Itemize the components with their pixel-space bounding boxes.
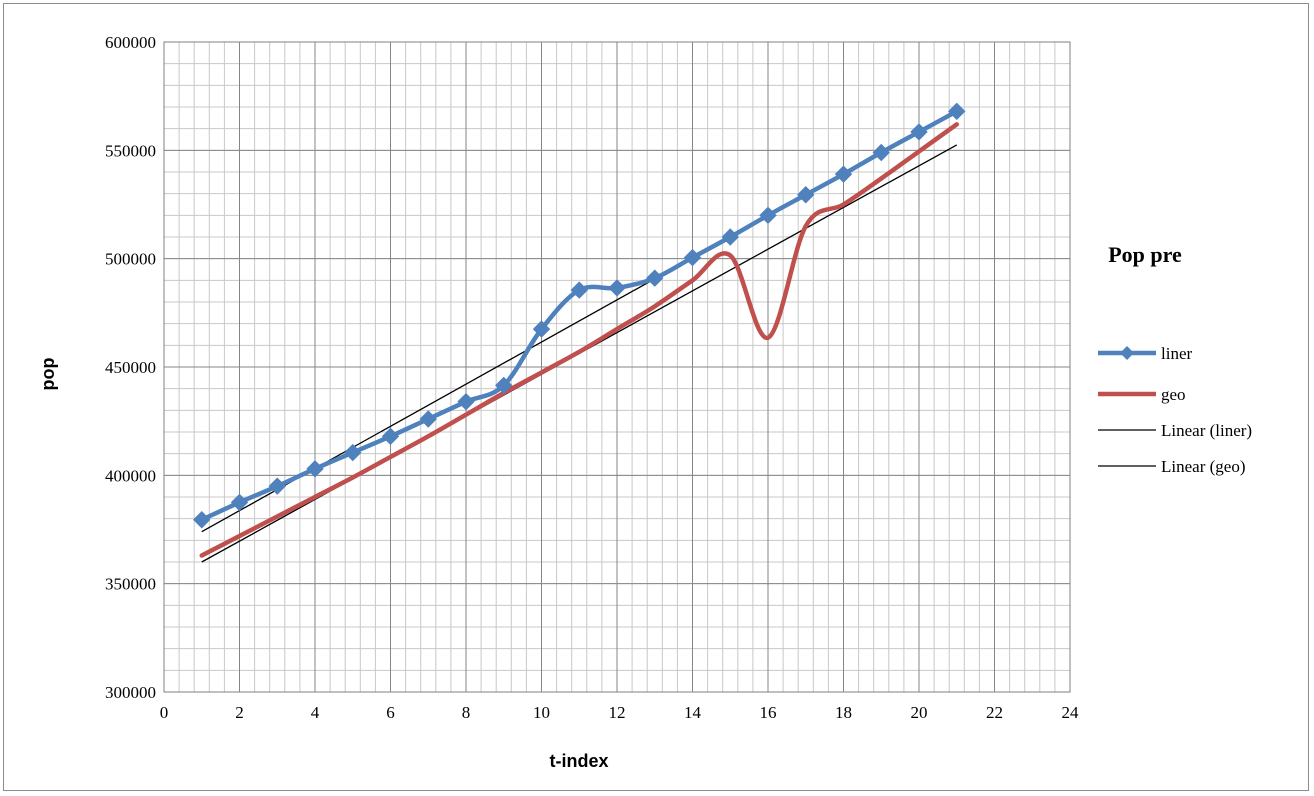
data-point-marker [306, 460, 324, 478]
y-tick-label: 550000 [105, 141, 156, 160]
plot-area [163, 41, 1071, 693]
data-point-marker [570, 281, 588, 299]
data-point-marker [759, 206, 777, 225]
data-point-marker [721, 228, 739, 246]
x-tick-label: 16 [760, 703, 777, 722]
legend-label-1: geo [1161, 385, 1186, 404]
y-tick-label: 500000 [105, 250, 156, 269]
x-tick-label: 24 [1062, 703, 1080, 722]
y-axis-title: pop [38, 358, 58, 391]
legend-label-0: liner [1161, 344, 1192, 363]
chart-title: Pop pre [1108, 242, 1182, 267]
y-axis-ticks: 300000 350000 400000 450000 500000 550000 6000… [105, 33, 156, 702]
data-point-marker [608, 279, 626, 297]
legend-label-3: Linear (geo) [1161, 457, 1245, 476]
x-tick-label: 4 [311, 703, 320, 722]
data-point-marker [419, 410, 437, 428]
x-axis-ticks: 0 2 4 6 8 10 12 14 16 18 20 22 24 [160, 703, 1079, 722]
data-point-marker [532, 320, 551, 338]
x-tick-label: 14 [684, 703, 702, 722]
x-tick-label: 0 [160, 703, 169, 722]
chart-frame: 0 2 4 6 8 10 12 14 16 18 20 22 24 300000 350000 400000… [3, 3, 1309, 791]
x-tick-label: 6 [386, 703, 395, 722]
chart-svg: 0 2 4 6 8 10 12 14 16 18 20 22 24 300000350000400000… [38, 33, 1252, 771]
data-point-marker [230, 493, 249, 512]
data-point-marker [872, 143, 890, 162]
data-point-marker [834, 165, 853, 183]
legend: liner geo Linear (liner) Linear (geo) [1098, 344, 1252, 476]
x-tick-label: 10 [533, 703, 550, 722]
data-point-marker [495, 376, 513, 395]
legend-label-2: Linear (liner) [1161, 421, 1252, 440]
y-tick-label: 400000 [105, 466, 156, 485]
series-markers [193, 102, 966, 529]
x-tick-label: 8 [462, 703, 471, 722]
x-axis-title: t-index [549, 751, 608, 771]
data-point-marker [797, 186, 815, 204]
data-point-marker [910, 123, 928, 141]
legend-marker [1120, 346, 1134, 360]
x-tick-label: 12 [609, 703, 626, 722]
data-point-marker [683, 248, 702, 267]
x-tick-label: 20 [911, 703, 928, 722]
data-point-marker [344, 443, 362, 462]
y-tick-label: 450000 [105, 358, 156, 377]
x-tick-label: 2 [235, 703, 244, 722]
data-point-marker [268, 477, 286, 495]
data-point-marker [193, 511, 211, 529]
x-tick-label: 22 [986, 703, 1003, 722]
data-point-marker [457, 392, 475, 411]
series-line-geo [199, 122, 959, 558]
x-tick-label: 18 [835, 703, 852, 722]
data-point-marker [646, 269, 664, 287]
y-tick-label: 600000 [105, 33, 156, 52]
data-point-marker [948, 102, 966, 121]
y-tick-label: 350000 [105, 575, 156, 594]
data-point-marker [381, 427, 400, 446]
y-tick-label: 300000 [105, 683, 156, 702]
